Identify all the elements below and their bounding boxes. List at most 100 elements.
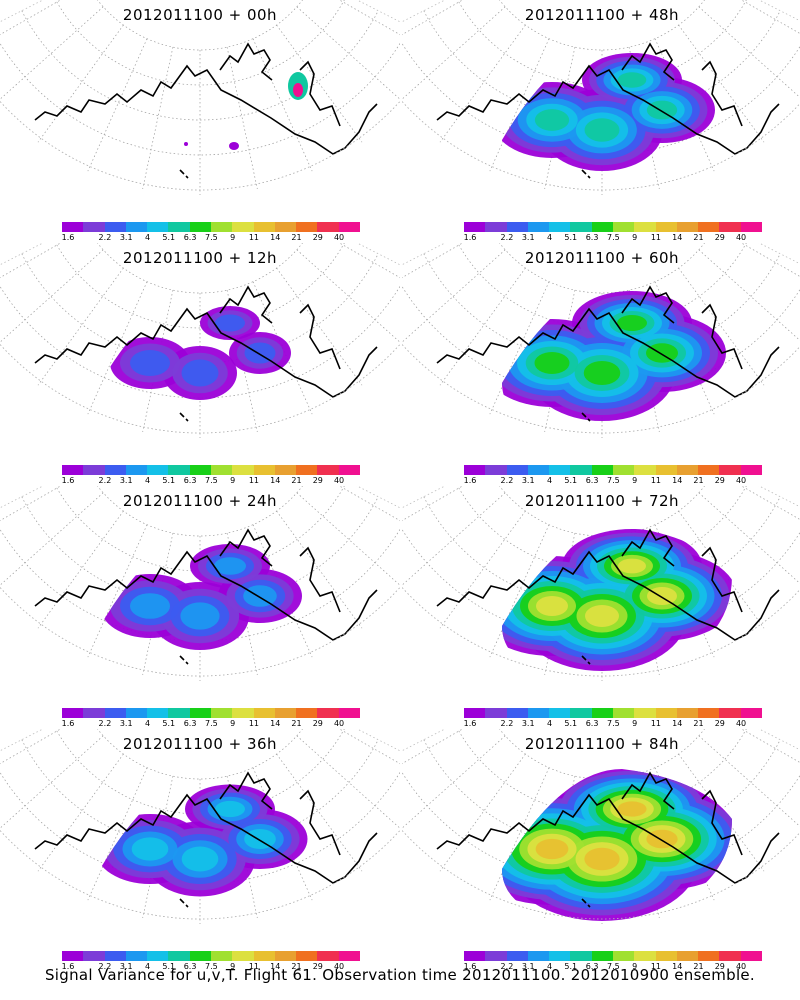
meridian-line xyxy=(0,6,104,100)
latitude-line xyxy=(97,0,303,51)
colorbar-swatch xyxy=(485,222,507,232)
colorbar-tick-label: 29 xyxy=(312,962,323,971)
colorbar xyxy=(62,951,360,961)
coastline xyxy=(436,285,780,422)
colorbar-swatch xyxy=(62,951,84,961)
colorbar-swatch xyxy=(464,465,486,475)
colorbar-swatch xyxy=(570,465,592,475)
meridian-line xyxy=(439,510,526,629)
colorbar-swatch xyxy=(698,222,720,232)
colorbar-swatch xyxy=(506,222,528,232)
colorbar-tick-label: 7.5 xyxy=(204,719,218,728)
colorbar-tick-label: 9 xyxy=(230,233,236,242)
colorbar-tick-label: 6.3 xyxy=(183,233,197,242)
polar-map xyxy=(402,0,800,195)
meridian-line xyxy=(740,0,800,34)
panel-title: 2012011100 + 00h xyxy=(122,6,278,24)
map-panel: 2012011100 + 84h 1.6 2.2 3.1 4 5.1 6.3 7.5 9 11 14… xyxy=(402,729,800,974)
colorbar-swatch xyxy=(612,222,635,232)
variance-field xyxy=(100,784,308,897)
colorbar-tick-label: 14 xyxy=(672,719,683,728)
colorbar-swatch xyxy=(527,465,550,475)
colorbar-tick-label: 5.1 xyxy=(564,233,578,242)
colorbar-tick-label: 11 xyxy=(650,719,662,728)
colorbar-swatch xyxy=(168,465,190,475)
colorbar-swatch xyxy=(232,708,254,718)
meridian-line xyxy=(0,492,104,586)
coastline xyxy=(34,42,378,179)
colorbar-swatch xyxy=(570,951,592,961)
map-boundary xyxy=(402,243,800,434)
colorbar-tick-label: 2.2 xyxy=(98,719,112,728)
colorbar-labels: 1.6 2.2 3.1 4 5.1 6.3 7.5 9 11 14 21 29 40 xyxy=(464,476,762,488)
meridian-line xyxy=(439,753,526,872)
colorbar-swatch xyxy=(317,465,339,475)
meridian-line xyxy=(402,729,464,765)
meridian-line xyxy=(276,753,363,872)
colorbar-swatch xyxy=(147,951,169,961)
colorbar-swatch xyxy=(104,465,126,475)
colorbar-tick-label: 9 xyxy=(632,719,638,728)
panel-title: 2012011100 + 84h xyxy=(524,735,680,753)
colorbar-swatch xyxy=(274,465,297,475)
map-boundary xyxy=(0,486,400,677)
latitude-line xyxy=(55,0,345,86)
colorbar-tick-label: 21 xyxy=(291,962,302,971)
colorbar-swatch xyxy=(506,465,528,475)
colorbar-swatch xyxy=(506,951,528,961)
colorbar-tick-label: 40 xyxy=(735,719,747,728)
colorbar-swatch xyxy=(147,465,169,475)
colorbar-swatch xyxy=(549,708,571,718)
colorbar-swatch xyxy=(612,465,635,475)
variance-field xyxy=(502,53,715,171)
colorbar-swatch xyxy=(274,708,297,718)
meridian-line xyxy=(402,6,506,100)
meridian-line xyxy=(0,729,62,765)
colorbar-tick-label: 11 xyxy=(248,476,260,485)
colorbar-swatch xyxy=(147,708,169,718)
colorbar-swatch xyxy=(317,222,339,232)
colorbar-swatch xyxy=(740,222,762,232)
colorbar-tick-label: 7.5 xyxy=(606,719,620,728)
meridian-line xyxy=(87,281,148,415)
colorbar-tick-label: 7.5 xyxy=(606,233,620,242)
colorbar-swatch xyxy=(274,222,297,232)
figure-caption: Signal Variance for u,v,T. Flight 61. Ob… xyxy=(44,966,756,984)
colorbar-swatch xyxy=(62,708,84,718)
meridian-line xyxy=(489,38,550,172)
colorbar-tick-label: 11 xyxy=(650,476,662,485)
variance-field xyxy=(184,72,308,150)
meridian-line xyxy=(37,267,124,386)
panel-title: 2012011100 + 60h xyxy=(524,249,680,267)
meridian-line xyxy=(0,249,104,343)
colorbar-tick-label: 11 xyxy=(248,233,260,242)
colorbar xyxy=(464,465,762,475)
colorbar-swatch xyxy=(506,708,528,718)
coastline xyxy=(34,285,378,422)
colorbar-swatch xyxy=(698,708,720,718)
colorbar-labels: 1.6 2.2 3.1 4 5.1 6.3 7.5 9 11 14 21 29 40 xyxy=(62,719,360,731)
latitude-line xyxy=(97,486,303,537)
latitude-line xyxy=(21,10,379,121)
colorbar-tick-label: 29 xyxy=(312,476,323,485)
colorbar-tick-label: 21 xyxy=(291,233,302,242)
meridian-line xyxy=(296,492,400,586)
colorbar-swatch xyxy=(338,222,360,232)
meridian-line xyxy=(402,249,506,343)
colorbar-swatch xyxy=(676,951,699,961)
meridian-line xyxy=(0,486,62,522)
colorbar xyxy=(62,222,360,232)
map-boundary xyxy=(0,243,400,434)
colorbar-tick-label: 6.3 xyxy=(585,476,599,485)
colorbar-swatch xyxy=(83,222,105,232)
coastline xyxy=(436,42,780,179)
panel-title: 2012011100 + 12h xyxy=(122,249,278,267)
colorbar-swatch xyxy=(125,708,148,718)
colorbar-swatch xyxy=(147,222,169,232)
colorbar-swatch xyxy=(719,708,741,718)
colorbar-tick-label: 9 xyxy=(230,476,236,485)
polar-map xyxy=(402,243,800,438)
meridian-line xyxy=(276,510,363,629)
colorbar-swatch xyxy=(549,465,571,475)
colorbar-tick-label: 1.6 xyxy=(463,233,477,242)
